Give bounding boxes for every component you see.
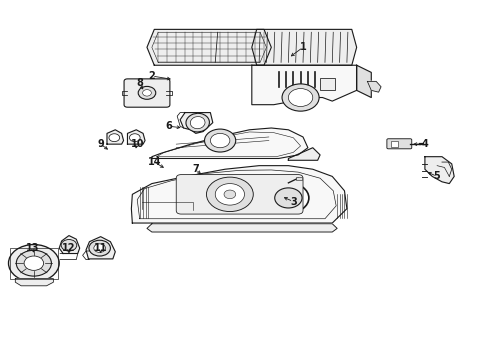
Text: 13: 13: [25, 243, 39, 253]
Circle shape: [215, 184, 244, 205]
Text: 3: 3: [289, 197, 296, 207]
Text: 6: 6: [165, 121, 172, 131]
Circle shape: [206, 177, 253, 212]
Bar: [10, 248, 58, 279]
Circle shape: [94, 244, 105, 252]
Polygon shape: [366, 81, 380, 92]
Polygon shape: [131, 166, 346, 223]
Polygon shape: [59, 235, 80, 253]
Polygon shape: [180, 113, 212, 134]
Bar: [295, 177, 301, 180]
Text: 1: 1: [299, 42, 306, 52]
Circle shape: [89, 240, 110, 256]
Polygon shape: [15, 279, 53, 286]
FancyBboxPatch shape: [176, 175, 303, 214]
Circle shape: [129, 134, 140, 141]
Text: 5: 5: [433, 171, 440, 181]
Circle shape: [274, 188, 302, 208]
FancyBboxPatch shape: [124, 79, 169, 107]
Ellipse shape: [190, 117, 204, 129]
Circle shape: [210, 134, 229, 148]
Text: 8: 8: [136, 78, 143, 88]
Circle shape: [138, 86, 156, 99]
Polygon shape: [107, 130, 123, 144]
Circle shape: [288, 89, 312, 107]
Text: 4: 4: [421, 139, 427, 149]
Circle shape: [61, 239, 77, 251]
Text: 9: 9: [97, 139, 104, 149]
Polygon shape: [251, 30, 356, 65]
Bar: [390, 141, 397, 147]
Circle shape: [224, 190, 235, 199]
FancyBboxPatch shape: [386, 139, 411, 149]
Polygon shape: [147, 30, 271, 65]
Bar: [320, 78, 334, 90]
Circle shape: [142, 90, 151, 96]
Ellipse shape: [185, 113, 209, 132]
Text: 11: 11: [94, 243, 107, 253]
Circle shape: [109, 134, 120, 141]
Text: 12: 12: [62, 243, 76, 253]
Circle shape: [16, 250, 51, 276]
Text: 7: 7: [192, 164, 199, 174]
Polygon shape: [356, 65, 370, 98]
Circle shape: [282, 84, 319, 111]
Polygon shape: [251, 65, 356, 105]
Polygon shape: [288, 148, 320, 160]
Circle shape: [204, 129, 235, 152]
Circle shape: [8, 244, 59, 282]
Polygon shape: [86, 237, 115, 259]
Polygon shape: [147, 224, 336, 232]
Circle shape: [267, 183, 308, 213]
Polygon shape: [152, 128, 307, 158]
Polygon shape: [127, 130, 145, 144]
Text: 10: 10: [130, 139, 143, 149]
Circle shape: [24, 256, 43, 270]
Polygon shape: [424, 157, 453, 184]
Text: 2: 2: [148, 71, 155, 81]
Text: 14: 14: [147, 157, 161, 167]
